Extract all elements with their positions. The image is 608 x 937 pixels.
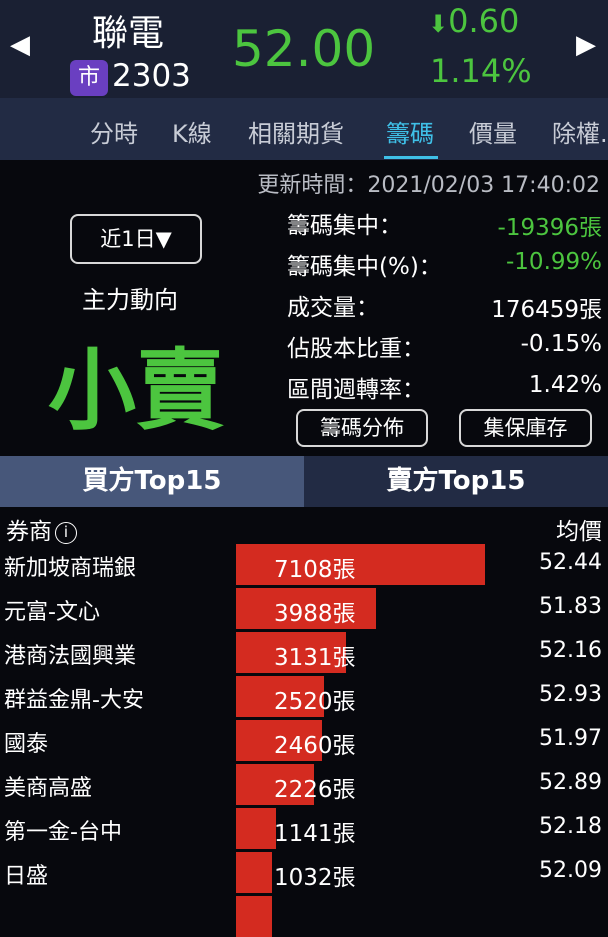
active-tab-indicator xyxy=(384,156,438,159)
broker-name: 日盛 xyxy=(4,864,49,889)
volume-label: 1032張 xyxy=(274,865,356,891)
tab-item[interactable]: 分時 xyxy=(90,120,138,148)
volume-bar xyxy=(236,676,325,717)
table-row[interactable]: 群益金鼎-大安 2520張 52.93 xyxy=(0,676,608,720)
main-force-label: 主力動向 xyxy=(82,286,178,314)
tab-sell-top15[interactable]: 賣方Top15 xyxy=(304,456,608,507)
change-value: 0.60 xyxy=(448,2,520,40)
stock-price: 52.00 xyxy=(232,20,376,78)
broker-name: 元富-文心 xyxy=(4,600,100,625)
avg-price-column-header: 均價 xyxy=(556,519,602,545)
avg-price: 52.89 xyxy=(539,770,602,795)
stat-value: -19396張 xyxy=(497,215,602,241)
price-change: ⬇0.60 xyxy=(428,2,519,40)
avg-price: 52.16 xyxy=(539,638,602,663)
table-row[interactable]: 國泰 2460張 51.97 xyxy=(0,720,608,764)
stat-value: 1.42% xyxy=(528,372,602,398)
tab-item[interactable]: 除權. xyxy=(552,120,608,148)
broker-column-header: 券商 i xyxy=(6,512,77,546)
stock-code: 2303 xyxy=(112,58,191,94)
main-force-value: 小賣 xyxy=(48,339,225,442)
avg-price: 51.83 xyxy=(539,594,602,619)
update-time: 更新時間：2021/02/03 17:40:02 xyxy=(257,173,600,198)
volume-label: 1141張 xyxy=(274,821,356,847)
volume-label: 2460張 xyxy=(274,733,356,759)
broker-name: 新加坡商瑞銀 xyxy=(4,556,137,581)
table-row[interactable]: 港商法國興業 3131張 52.16 xyxy=(0,632,608,676)
stat-label: 成交量： xyxy=(287,295,379,321)
volume-bar xyxy=(236,544,485,585)
tab-bar: 分時 K線 相關期貨 籌碼 價量 除權. xyxy=(0,98,608,160)
volume-label: 2226張 xyxy=(274,777,356,803)
avg-price: 51.97 xyxy=(539,726,602,751)
custody-inventory-button[interactable]: 集保庫存 xyxy=(459,409,592,447)
tab-item[interactable]: K線 xyxy=(172,120,212,148)
avg-price: 52.93 xyxy=(539,682,602,707)
prev-stock-arrow-icon[interactable]: ◀ xyxy=(10,30,30,60)
volume-label: 3988張 xyxy=(274,601,356,627)
broker-header-label: 券商 xyxy=(6,519,52,545)
next-stock-arrow-icon[interactable]: ▶ xyxy=(576,30,596,60)
tab-item[interactable]: 價量 xyxy=(469,120,517,148)
volume-label: 7108張 xyxy=(274,557,356,583)
stock-header: ◀ ▶ 聯電 市 2303 52.00 ⬇0.60 1.14% xyxy=(0,0,608,98)
volume-label: 2520張 xyxy=(274,689,356,715)
volume-bar xyxy=(236,632,346,673)
broker-name: 美商高盛 xyxy=(4,776,93,801)
stat-label: 籌碼集中： xyxy=(287,213,402,239)
volume-label: 3131張 xyxy=(274,645,356,671)
down-arrow-icon: ⬇ xyxy=(428,10,449,38)
table-row[interactable]: 元富-文心 3988張 51.83 xyxy=(0,588,608,632)
table-row[interactable]: 日盛 1032張 52.09 xyxy=(0,852,608,896)
tab-item[interactable]: 相關期貨 xyxy=(248,120,344,148)
stat-label: 佔股本比重： xyxy=(287,336,425,362)
market-badge: 市 xyxy=(70,60,108,96)
broker-name: 港商法國興業 xyxy=(4,644,137,669)
avg-price: 52.09 xyxy=(539,858,602,883)
table-row[interactable]: 美商高盛 2226張 52.89 xyxy=(0,764,608,808)
stat-value: 176459張 xyxy=(491,297,602,323)
tab-buy-top15[interactable]: 買方Top15 xyxy=(0,456,304,507)
table-row[interactable]: 新加坡商瑞銀 7108張 52.44 xyxy=(0,544,608,588)
broker-name: 群益金鼎-大安 xyxy=(4,688,144,713)
avg-price: 52.18 xyxy=(539,814,602,839)
broker-name: 國泰 xyxy=(4,732,49,757)
volume-bar xyxy=(236,588,376,629)
range-dropdown[interactable]: 近1日▼ xyxy=(70,214,202,264)
stat-value: -10.99% xyxy=(506,249,602,275)
volume-bar xyxy=(236,808,276,849)
volume-bar xyxy=(236,852,273,893)
table-row[interactable]: 第一金-台中 1141張 52.18 xyxy=(0,808,608,852)
chip-distribution-button[interactable]: 籌碼分佈 xyxy=(296,409,428,447)
volume-bar xyxy=(236,764,314,805)
change-percent: 1.14% xyxy=(430,52,532,90)
avg-price: 52.44 xyxy=(539,550,602,575)
stock-name: 聯電 xyxy=(92,13,165,54)
volume-bar-partial xyxy=(236,896,272,937)
stat-label: 籌碼集中(%)： xyxy=(287,254,442,280)
tab-item[interactable]: 籌碼 xyxy=(386,120,434,148)
stat-value: -0.15% xyxy=(520,331,602,357)
volume-bar xyxy=(236,720,323,761)
broker-name: 第一金-台中 xyxy=(4,820,122,845)
stat-label: 區間週轉率： xyxy=(287,377,425,403)
info-icon[interactable]: i xyxy=(55,522,77,544)
